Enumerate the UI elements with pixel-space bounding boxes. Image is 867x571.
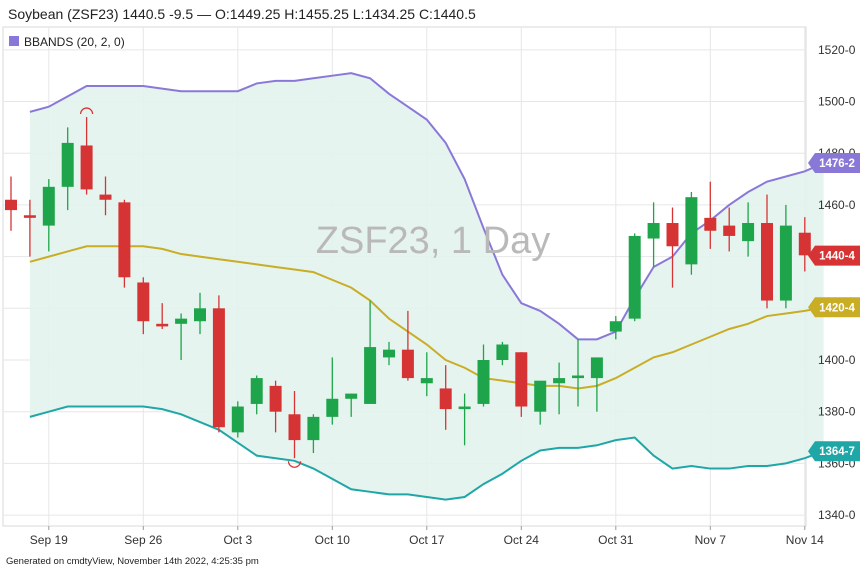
candle-body <box>779 225 792 301</box>
candle-body <box>515 352 528 407</box>
candle-body <box>61 142 74 187</box>
y-tick-label: 1380-0 <box>818 405 856 419</box>
candle-body <box>685 197 698 265</box>
candle-body <box>326 398 339 417</box>
high-marker <box>79 107 94 115</box>
price-tag-label: 1440-4 <box>819 251 855 263</box>
legend-label: BBANDS (20, 2, 0) <box>24 35 125 49</box>
candle-body <box>439 388 452 410</box>
candle-body <box>647 223 660 239</box>
candle-body <box>137 282 150 322</box>
x-tick-label: Oct 31 <box>598 533 634 547</box>
candle-body <box>307 416 320 441</box>
candle-body <box>288 414 301 441</box>
low-marker <box>287 461 302 468</box>
candle-body <box>23 215 36 218</box>
y-tick-label: 1500-0 <box>818 95 856 109</box>
x-tick-label: Oct 10 <box>315 533 351 547</box>
candle-body <box>383 349 395 358</box>
y-tick-label: 1460-0 <box>818 198 856 212</box>
candle-body <box>477 360 490 404</box>
candle-body <box>609 321 622 332</box>
candles <box>5 117 811 459</box>
x-tick-label: Oct 3 <box>223 533 252 547</box>
legend-swatch <box>9 36 19 46</box>
y-tick-label: 1400-0 <box>818 353 856 367</box>
candle-body <box>553 378 566 384</box>
candle-body <box>345 393 358 399</box>
candle-body <box>401 349 414 379</box>
price-tag-label: 1364-7 <box>819 446 855 458</box>
candle-body <box>212 308 225 428</box>
candle-body <box>118 202 131 278</box>
candle-body <box>42 186 55 226</box>
candle-body <box>572 375 584 379</box>
candle-body <box>194 308 206 322</box>
x-tick-label: Sep 19 <box>30 533 68 547</box>
candle-body <box>590 357 603 379</box>
band-fill <box>29 73 824 500</box>
x-tick-label: Oct 17 <box>409 533 445 547</box>
chart-title: Soybean (ZSF23) 1440.5 -9.5 — O:1449.25 … <box>8 6 476 22</box>
candle-body <box>496 344 509 360</box>
price-tag-lower <box>808 441 860 462</box>
candle-body <box>458 406 471 410</box>
price-tag-middle <box>808 297 860 318</box>
annotations <box>79 107 302 468</box>
candle-body <box>175 318 188 324</box>
candle-body <box>364 347 377 404</box>
watermark: ZSF23, 1 Day <box>316 220 550 262</box>
candle-body <box>99 194 112 200</box>
footer-text: Generated on cmdtyView, November 14th 20… <box>6 556 259 567</box>
price-tag-last <box>808 245 860 266</box>
candle-body <box>5 199 17 211</box>
price-tag-label: 1420-4 <box>819 302 855 314</box>
candle-body <box>666 223 679 247</box>
middle-band-line <box>29 245 824 390</box>
candle-body <box>704 217 717 231</box>
candle-body <box>250 378 263 404</box>
candle-body <box>534 380 547 412</box>
x-tick-label: Sep 26 <box>124 533 162 547</box>
y-tick-label: 1340-0 <box>818 508 856 522</box>
candle-body <box>156 323 169 327</box>
candle-body <box>231 406 244 433</box>
candle-body <box>628 235 641 319</box>
candle-body <box>742 223 755 242</box>
price-tag-upper <box>808 153 860 174</box>
x-tick-label: Oct 24 <box>504 533 540 547</box>
candle-body <box>80 145 93 190</box>
candle-body <box>761 223 773 301</box>
candle-body <box>420 378 433 384</box>
price-tag-label: 1476-2 <box>819 158 855 170</box>
legend[interactable]: BBANDS (20, 2, 0) <box>9 35 125 49</box>
y-tick-label: 1520-0 <box>818 43 856 57</box>
lower-band-line <box>29 405 825 501</box>
price-tags: 1476-2 1440-4 1420-4 1364-7 <box>808 153 860 462</box>
x-tick-label: Nov 7 <box>695 533 727 547</box>
candle-body <box>798 232 811 256</box>
candle-body <box>269 385 282 412</box>
x-axis: Sep 19 Sep 26 Oct 3 Oct 10 Oct 17 Oct 24 Oct 3… <box>30 526 824 547</box>
x-tick-label: Nov 14 <box>786 533 824 547</box>
candle-body <box>723 225 736 236</box>
